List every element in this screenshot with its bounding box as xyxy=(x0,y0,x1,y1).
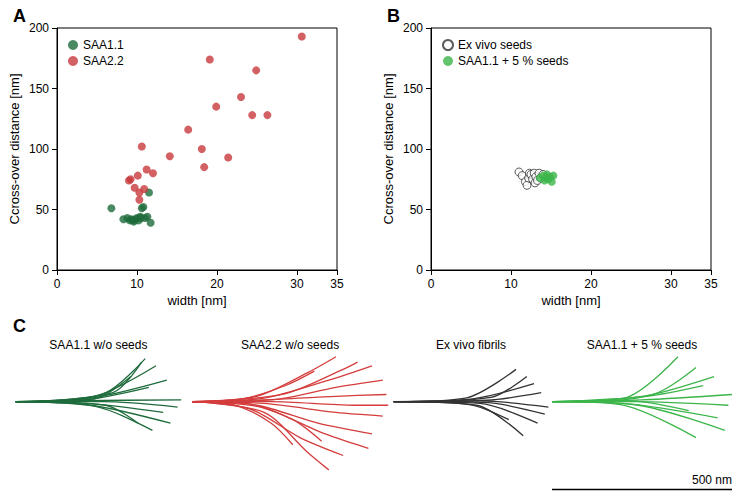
svg-text:C: C xyxy=(13,316,26,336)
svg-text:10: 10 xyxy=(504,277,518,291)
svg-text:20: 20 xyxy=(210,277,224,291)
svg-text:50: 50 xyxy=(36,203,50,217)
svg-text:width [nm]: width [nm] xyxy=(540,293,600,308)
svg-text:500 nm: 500 nm xyxy=(692,473,732,487)
svg-text:150: 150 xyxy=(403,82,423,96)
svg-text:50: 50 xyxy=(410,203,424,217)
svg-text:10: 10 xyxy=(130,277,144,291)
svg-text:30: 30 xyxy=(664,277,678,291)
svg-text:0: 0 xyxy=(428,277,435,291)
svg-text:150: 150 xyxy=(29,82,49,96)
svg-text:SAA2.2: SAA2.2 xyxy=(83,54,124,68)
svg-text:20: 20 xyxy=(584,277,598,291)
svg-text:SAA2.2 w/o seeds: SAA2.2 w/o seeds xyxy=(241,338,339,352)
svg-text:200: 200 xyxy=(403,21,423,35)
svg-text:200: 200 xyxy=(29,21,49,35)
svg-text:width [nm]: width [nm] xyxy=(166,293,226,308)
svg-text:SAA1.1: SAA1.1 xyxy=(83,38,124,52)
svg-text:SAA1.1 w/o seeds: SAA1.1 w/o seeds xyxy=(49,338,147,352)
svg-text:0: 0 xyxy=(416,263,423,277)
svg-text:35: 35 xyxy=(704,277,718,291)
svg-text:Ccross-over distance [nm]: Ccross-over distance [nm] xyxy=(7,74,22,225)
svg-text:100: 100 xyxy=(29,142,49,156)
svg-text:100: 100 xyxy=(403,142,423,156)
svg-text:30: 30 xyxy=(290,277,304,291)
svg-text:A: A xyxy=(13,6,26,26)
svg-text:B: B xyxy=(387,6,400,26)
svg-text:SAA1.1 + 5 % seeds: SAA1.1 + 5 % seeds xyxy=(458,54,568,68)
svg-text:Ccross-over distance [nm]: Ccross-over distance [nm] xyxy=(381,74,396,225)
svg-text:35: 35 xyxy=(330,277,344,291)
svg-text:0: 0 xyxy=(54,277,61,291)
svg-text:SAA1.1 + 5 % seeds: SAA1.1 + 5 % seeds xyxy=(587,338,697,352)
svg-text:Ex vivo fibrils: Ex vivo fibrils xyxy=(436,338,506,352)
svg-text:Ex vivo seeds: Ex vivo seeds xyxy=(458,38,532,52)
svg-text:0: 0 xyxy=(42,263,49,277)
